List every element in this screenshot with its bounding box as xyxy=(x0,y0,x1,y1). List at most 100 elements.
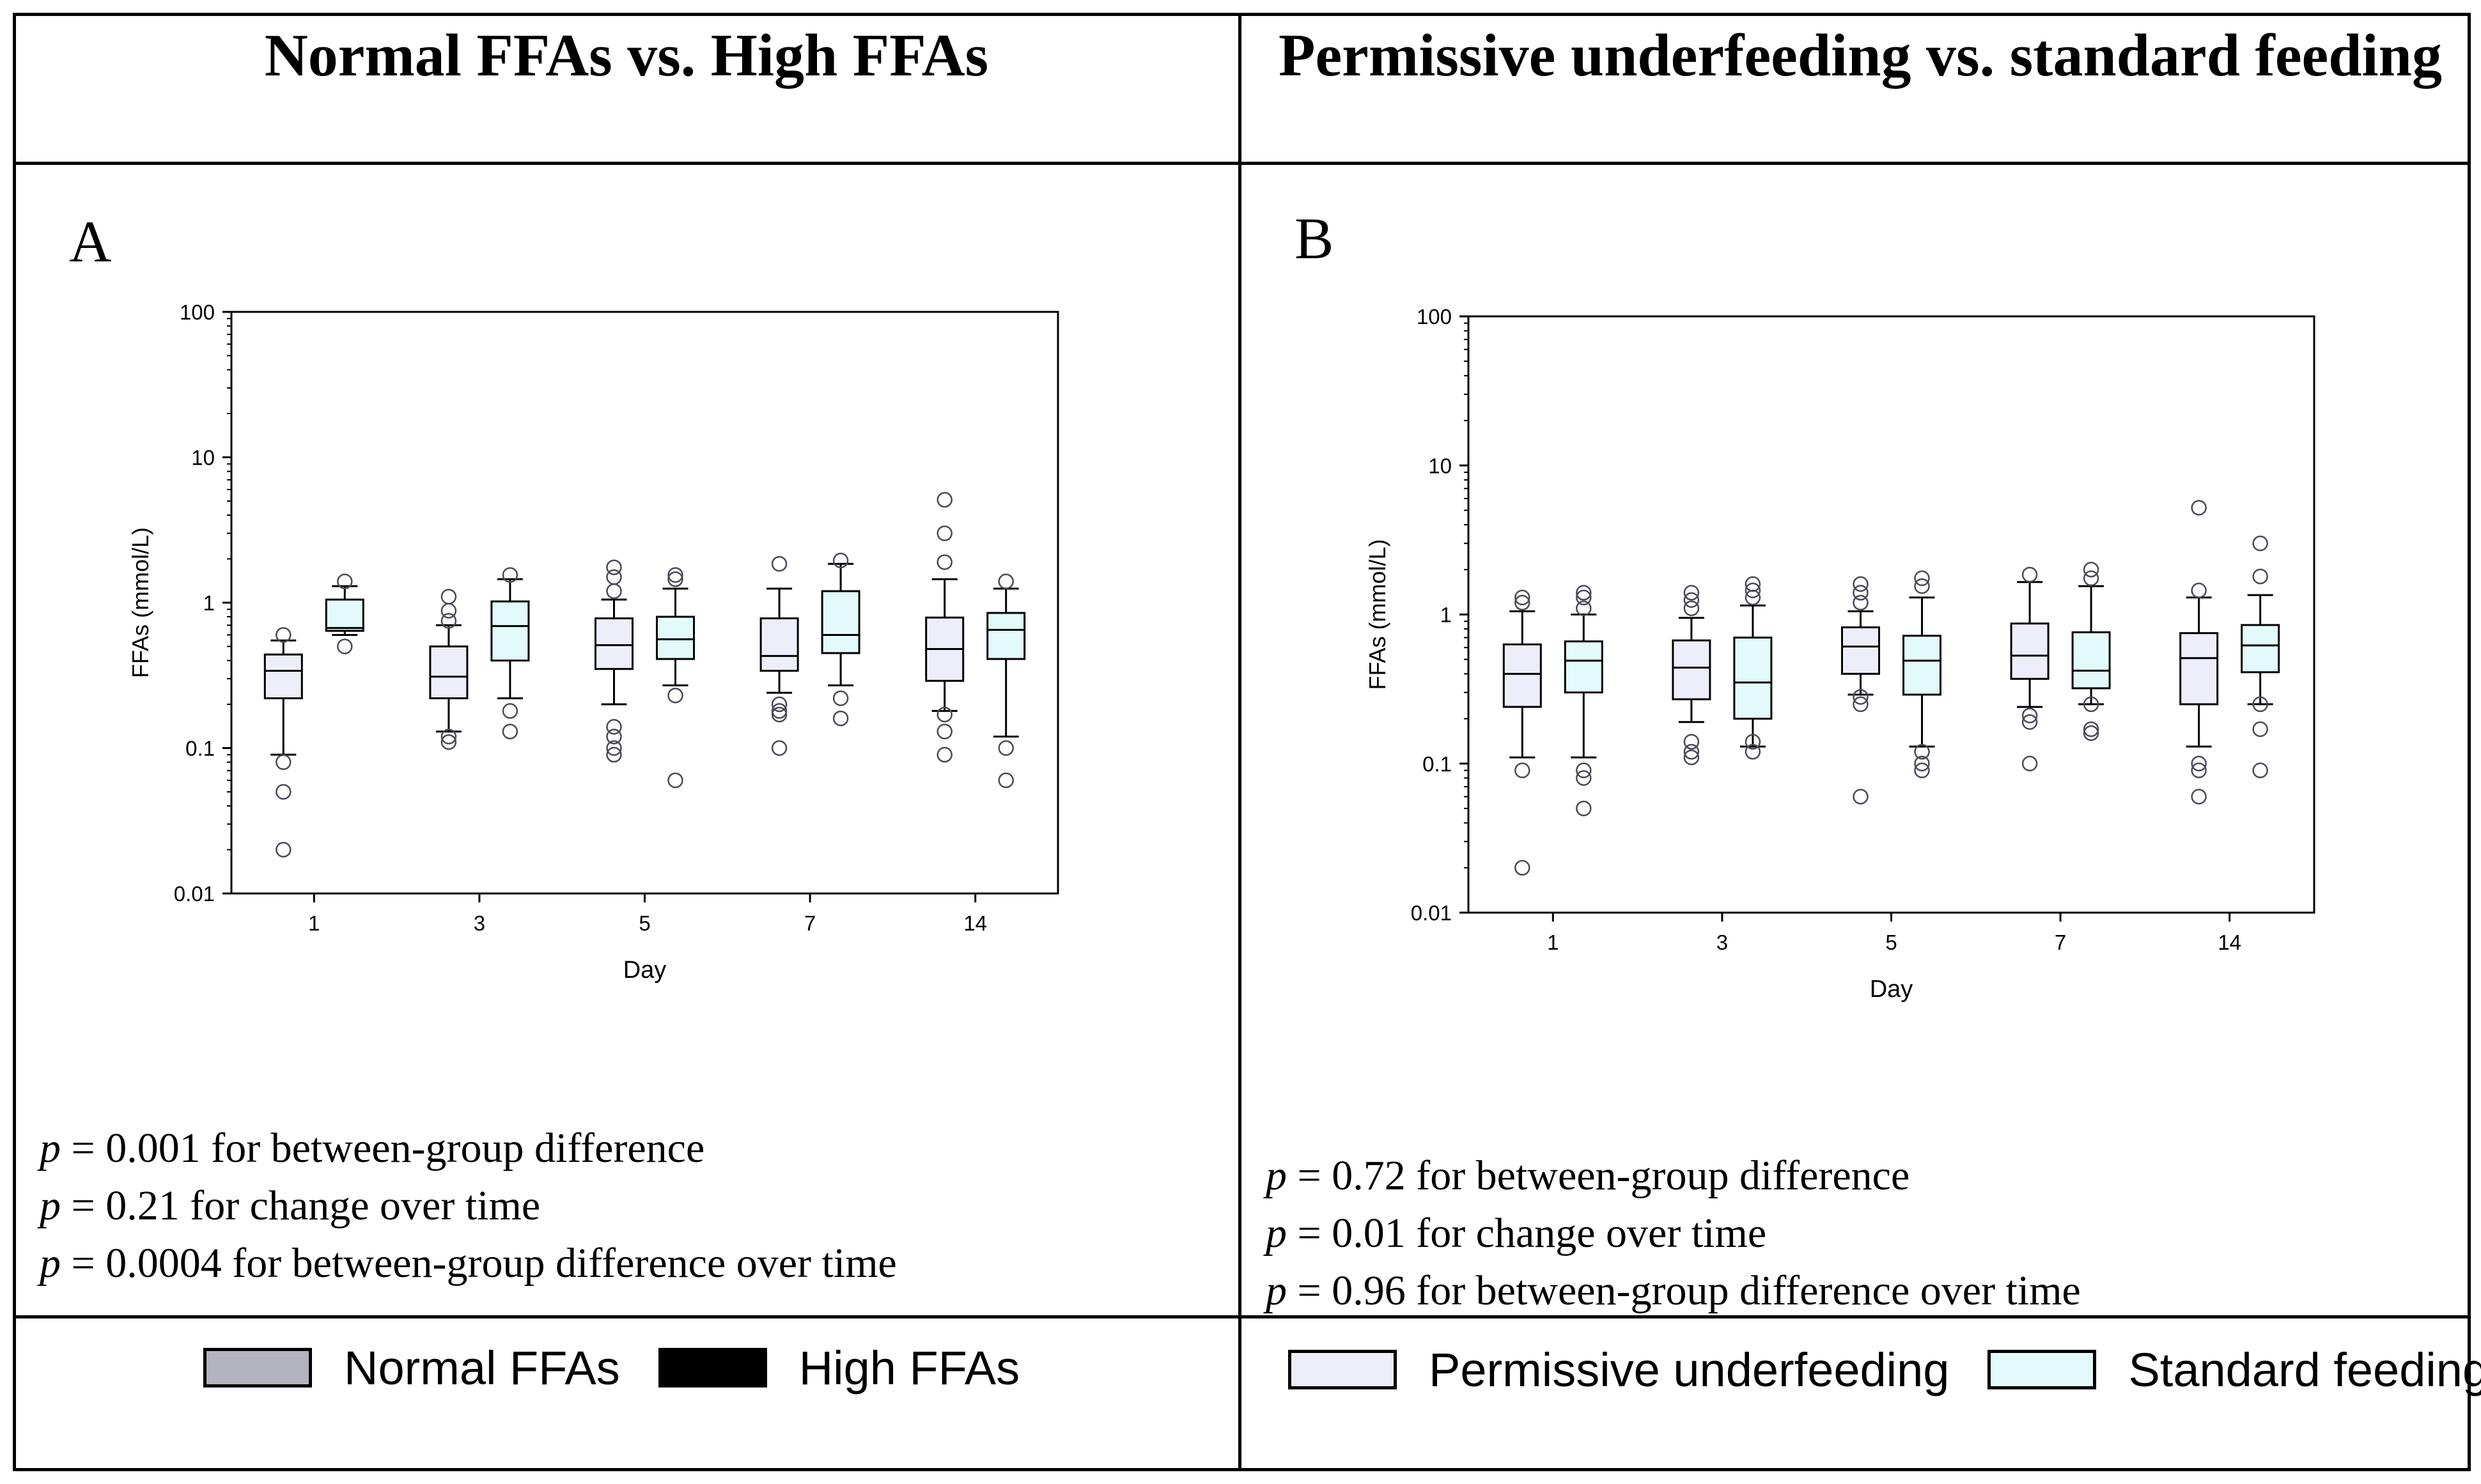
title-row-divider xyxy=(13,162,2471,165)
outlier-point xyxy=(1576,762,1592,778)
box-normal-ffas-day-14 xyxy=(925,491,965,763)
outlier-point xyxy=(606,583,622,599)
box-iqr xyxy=(325,598,364,632)
outlier-point xyxy=(276,754,292,770)
outlier-point xyxy=(1853,789,1869,805)
outlier-point xyxy=(667,571,683,587)
outlier-point xyxy=(1576,589,1592,606)
outlier-point xyxy=(440,613,457,629)
box-permissive-underfeeding-day-14 xyxy=(2179,500,2219,805)
outlier-point xyxy=(502,723,518,739)
box-iqr xyxy=(595,617,634,670)
x-axis-label: Day xyxy=(623,957,667,984)
box-standard-feeding-day-3 xyxy=(1733,576,1773,760)
outlier-point xyxy=(2083,721,2099,738)
outlier-point xyxy=(1745,744,1761,760)
box-standard-feeding-day-5 xyxy=(1902,570,1941,778)
outlier-point xyxy=(1745,582,1761,599)
outlier-point xyxy=(1853,576,1869,592)
outlier-point xyxy=(1514,594,1530,611)
outlier-point xyxy=(2083,570,2099,587)
outlier-point xyxy=(606,746,622,763)
outlier-point xyxy=(1853,696,1869,713)
panel-b-stat-1: p = 0.72 for between-group difference xyxy=(1266,1152,1910,1199)
legend-swatch-high-ffas xyxy=(658,1348,767,1387)
box-iqr xyxy=(759,617,799,672)
outlier-point xyxy=(1683,585,1700,601)
outlier-point xyxy=(1853,689,1869,705)
outlier-point xyxy=(832,690,849,706)
box-iqr xyxy=(1841,626,1880,675)
outlier-point xyxy=(2191,789,2207,805)
outlier-point xyxy=(1576,600,1592,617)
outlier-point xyxy=(832,710,849,727)
panel-a-stats: p = 0.001 for between-group difference p… xyxy=(40,1120,897,1292)
y-tick-label: 100 xyxy=(1417,305,1452,328)
legend-label-permissive-underfeeding: Permissive underfeeding xyxy=(1429,1343,1950,1396)
y-tick-label: 0.1 xyxy=(1422,752,1452,776)
outlier-point xyxy=(1683,592,1700,608)
outlier-point xyxy=(937,706,953,723)
outlier-point xyxy=(1914,744,1930,760)
panel-a-letter: A xyxy=(69,209,112,274)
outlier-point xyxy=(1683,744,1700,760)
panel-b-stat-2: p = 0.01 for change over time xyxy=(1266,1210,1767,1256)
outlier-point xyxy=(2191,762,2207,778)
outlier-point xyxy=(937,525,953,541)
box-iqr xyxy=(1902,635,1941,696)
box-iqr xyxy=(263,653,303,700)
panel-b-stat-3: p = 0.96 for between-group difference ov… xyxy=(1266,1267,2081,1314)
box-normal-ffas-day-1 xyxy=(263,627,303,858)
outlier-point xyxy=(1683,734,1700,750)
legend-swatch-normal-ffas xyxy=(203,1348,312,1387)
box-standard-feeding-day-14 xyxy=(2241,535,2280,778)
box-high-ffas-day-1 xyxy=(325,573,364,654)
outlier-point xyxy=(937,746,953,763)
outlier-point xyxy=(771,706,788,723)
legend-item-standard-feeding: Standard feeding xyxy=(1987,1343,2481,1397)
box-iqr xyxy=(490,600,530,662)
panel-b-title: Permissive underfeeding vs. standard fee… xyxy=(1279,22,2442,89)
box-high-ffas-day-7 xyxy=(821,552,860,727)
outlier-point xyxy=(1683,749,1700,766)
outlier-point xyxy=(337,573,353,590)
x-tick-label: 1 xyxy=(1547,931,1559,954)
panel-a-stat-3: p = 0.0004 for between-group difference … xyxy=(40,1240,897,1287)
box-iqr xyxy=(1502,643,1542,708)
box-iqr xyxy=(2179,632,2219,706)
panel-a-legend: Normal FFAs High FFAs xyxy=(203,1339,1058,1396)
outlier-point xyxy=(998,573,1014,590)
y-axis-label: FFAs (mmol/L) xyxy=(127,527,153,678)
x-tick-label: 7 xyxy=(2055,931,2066,954)
box-iqr xyxy=(656,615,695,660)
box-permissive-underfeeding-day-7 xyxy=(2010,566,2049,771)
box-iqr xyxy=(429,645,469,700)
outlier-point xyxy=(440,589,457,605)
legend-row-divider xyxy=(13,1315,2471,1318)
column-divider xyxy=(1238,13,1241,1471)
x-tick-label: 3 xyxy=(1716,931,1728,954)
y-tick-label: 10 xyxy=(1428,454,1452,477)
box-permissive-underfeeding-day-1 xyxy=(1502,589,1542,876)
outlier-point xyxy=(1914,570,1930,587)
outlier-point xyxy=(771,740,788,756)
outlier-point xyxy=(1576,770,1592,786)
x-tick-label: 5 xyxy=(1885,931,1897,954)
outlier-point xyxy=(998,740,1014,756)
box-permissive-underfeeding-day-5 xyxy=(1841,576,1880,805)
outlier-point xyxy=(440,603,457,619)
y-tick-label: 0.1 xyxy=(185,737,215,761)
outlier-point xyxy=(2021,707,2038,723)
outlier-point xyxy=(667,772,683,789)
outlier-point xyxy=(606,719,622,735)
y-axis-label: FFAs (mmol/L) xyxy=(1364,539,1390,690)
x-tick-label: 14 xyxy=(963,911,987,935)
panel-a-stat-1: p = 0.001 for between-group difference xyxy=(40,1125,705,1171)
figure-frame xyxy=(13,13,2471,1471)
box-high-ffas-day-14 xyxy=(986,573,1026,789)
outlier-point xyxy=(1745,576,1761,592)
outlier-point xyxy=(1914,755,1930,771)
box-standard-feeding-day-7 xyxy=(2071,562,2111,741)
legend-item-permissive-underfeeding: Permissive underfeeding xyxy=(1288,1343,1949,1397)
outlier-point xyxy=(606,569,622,585)
